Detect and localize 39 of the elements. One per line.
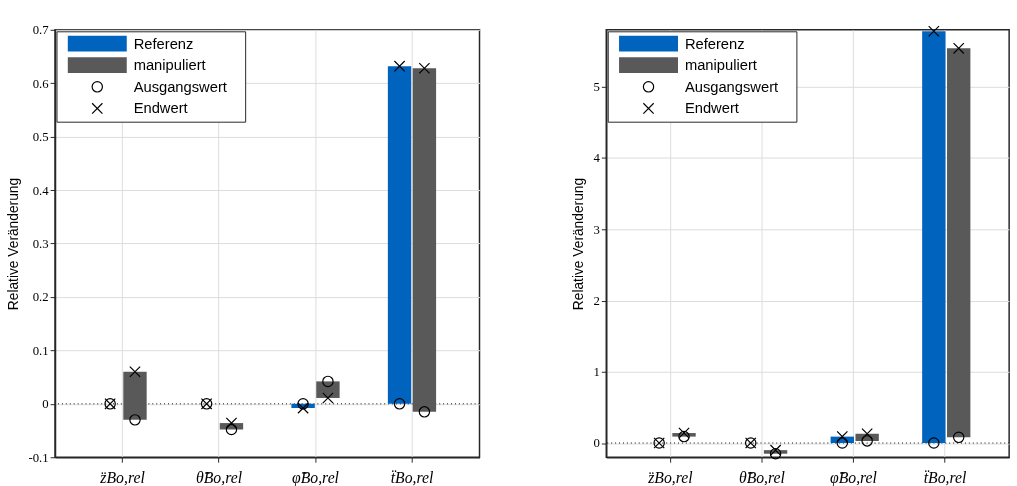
bar	[412, 68, 437, 412]
legend-label: manipuliert	[684, 57, 757, 74]
bar	[947, 48, 971, 438]
y-tick-label: 2	[593, 293, 600, 308]
y-tick-label: 4	[593, 151, 601, 166]
x-tick-label: θ̈Bo,rel	[196, 468, 243, 486]
legend-label: Endwert	[684, 100, 739, 117]
x-tick-label: ẗBo,rel	[923, 468, 967, 486]
y-tick-label: 0	[42, 397, 49, 412]
y-tick-label: 0.5	[32, 130, 49, 145]
y-tick-label: 0.2	[32, 290, 49, 305]
y-tick-label: 0.4	[32, 183, 50, 198]
y-tick-label: -0.1	[28, 450, 49, 465]
y-tick-label: 0.6	[32, 76, 49, 91]
y-tick-label: 0.7	[32, 23, 50, 38]
bar	[922, 31, 946, 444]
legend-label: manipuliert	[133, 57, 206, 74]
y-tick-label: 5	[593, 80, 600, 95]
bar	[123, 371, 147, 420]
y-tick-label: 1	[593, 365, 600, 380]
x-tick-label: φ̈Bo,rel	[830, 468, 878, 486]
legend-label: Endwert	[133, 100, 188, 117]
bar	[316, 381, 340, 398]
legend-label: Referenz	[684, 35, 745, 52]
x-tick-label: θ̈Bo,rel	[738, 468, 786, 486]
x-tick-label: z̈Bo,rel	[99, 468, 146, 486]
x-tick-label: ẗBo,rel	[390, 468, 434, 486]
legend-label: Ausgangswert	[684, 78, 779, 95]
y-tick-label: 0.3	[32, 236, 49, 251]
legend-label: Referenz	[133, 35, 194, 52]
y-tick-label: 0.1	[32, 343, 49, 358]
y-axis-title: Relative Veränderung	[5, 177, 21, 311]
x-tick-label: φ̈Bo,rel	[292, 468, 340, 486]
legend-label: Ausgangswert	[133, 78, 227, 95]
x-tick-label: z̈Bo,rel	[647, 468, 694, 486]
y-tick-label: 0	[593, 436, 600, 451]
y-tick-label: 3	[593, 222, 600, 237]
y-axis-title: Relative Veränderung	[570, 177, 586, 311]
bar	[387, 66, 412, 404]
